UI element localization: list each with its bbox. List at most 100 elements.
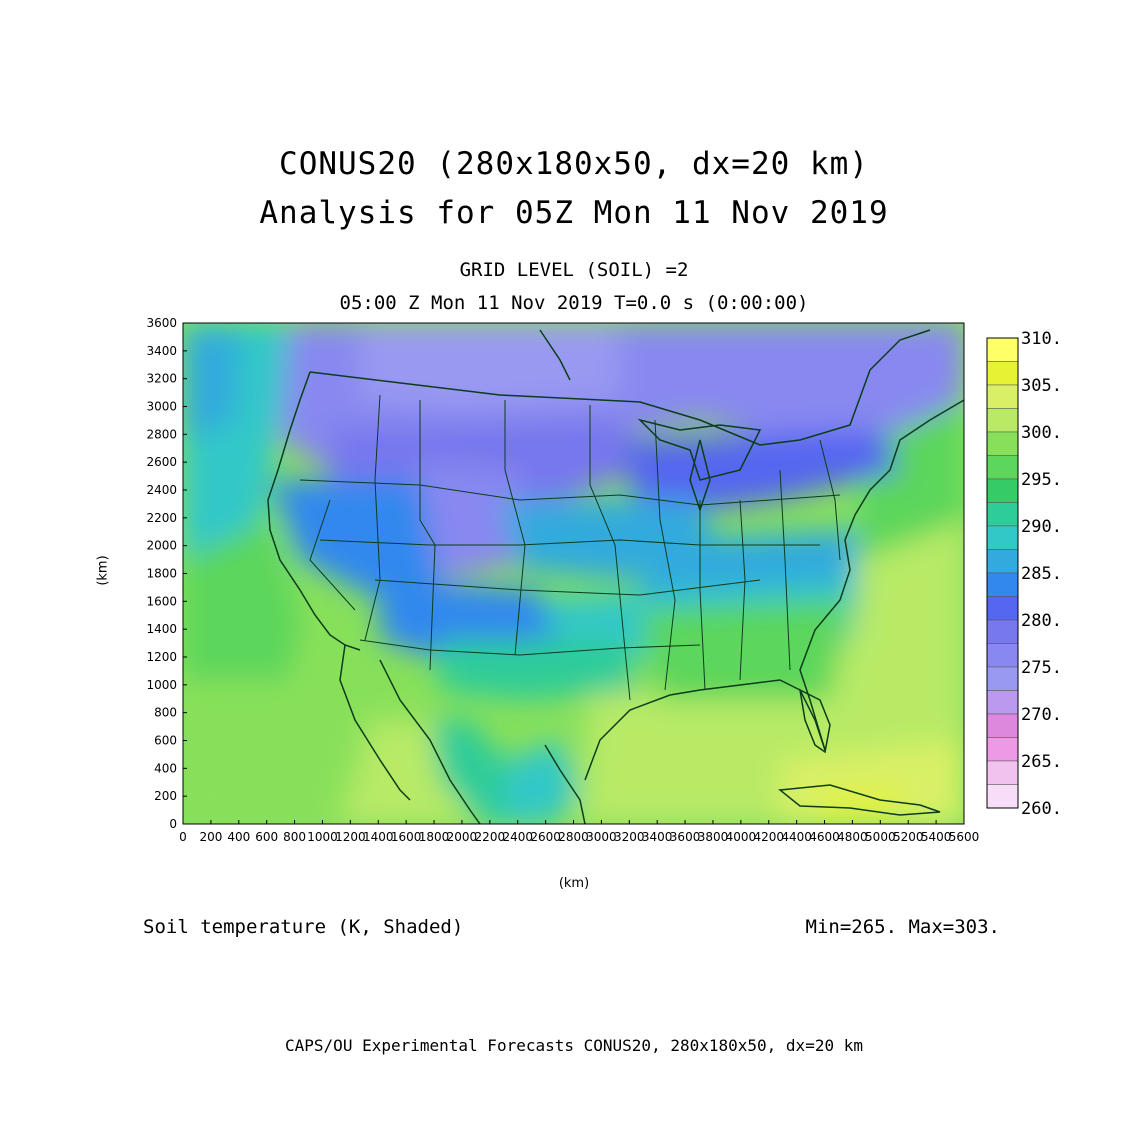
great-lakes: [637, 418, 762, 481]
east-coastline: [799, 399, 964, 751]
x-tick-label: 4000: [726, 830, 757, 844]
x-tick-label: 3600: [670, 830, 701, 844]
x-tick-label: 1200: [335, 830, 366, 844]
texas-gulf-coast: [584, 679, 826, 781]
y-tick-label: 1000: [146, 678, 177, 692]
colorbar-swatch: [986, 666, 1019, 691]
state-lines: [299, 394, 841, 701]
x-tick-label: 2400: [502, 830, 533, 844]
colorbar-label: 275.: [1021, 658, 1062, 678]
colorbar-label: 265.: [1021, 752, 1062, 772]
colorbar-swatch: [986, 737, 1019, 762]
colorbar-swatch: [986, 713, 1019, 738]
colorbar-swatch: [986, 502, 1019, 527]
us-canada-border: [309, 329, 931, 446]
colorbar-swatch: [986, 384, 1019, 409]
field-label: Soil temperature (K, Shaded): [143, 916, 464, 938]
colorbar-swatch: [986, 643, 1019, 668]
y-tick-label: 3200: [146, 372, 177, 386]
colorbar-swatch: [986, 760, 1019, 785]
x-tick-label: 3800: [698, 830, 729, 844]
x-tick-label: 1400: [363, 830, 394, 844]
colorbar-swatch: [986, 596, 1019, 621]
x-tick-label: 5600: [949, 830, 980, 844]
y-tick-label: 800: [154, 706, 177, 720]
colorbar-swatch: [986, 572, 1019, 597]
y-tick-label: 0: [169, 817, 177, 831]
x-axis-label: (km): [558, 876, 590, 891]
florida: [799, 688, 831, 754]
colorbar-label: 280.: [1021, 611, 1062, 631]
map-title-line1: CONUS20 (280x180x50, dx=20 km): [279, 146, 869, 182]
colorbar-swatch: [986, 690, 1019, 715]
y-tick-label: 600: [154, 734, 177, 748]
x-tick-label: 3000: [586, 830, 617, 844]
temperature-field: [183, 323, 964, 824]
x-tick-label: 5400: [921, 830, 952, 844]
x-tick-label: 4200: [753, 830, 784, 844]
colorbar-swatch: [986, 784, 1019, 809]
min-max-label: Min=265. Max=303.: [805, 916, 1000, 938]
x-tick-label: 4400: [781, 830, 812, 844]
grid-level-label: GRID LEVEL (SOIL) =2: [459, 259, 689, 281]
mexico-west-coast: [379, 659, 481, 824]
x-tick-label: 5200: [893, 830, 924, 844]
x-axis-ticks: 0 200 400 600 800 100012001400160018002000220…: [179, 820, 979, 844]
colorbar-swatch: [986, 337, 1019, 362]
x-tick-label: 600: [255, 830, 278, 844]
y-tick-label: 3400: [146, 344, 177, 358]
colorbar-swatch: [986, 431, 1019, 456]
colorbar-label: 260.: [1021, 799, 1062, 819]
baja-peninsula: [339, 644, 411, 801]
y-axis-label: (km): [95, 555, 111, 586]
map-title-line2: Analysis for 05Z Mon 11 Nov 2019: [259, 195, 889, 231]
colorbar-label: 285.: [1021, 564, 1062, 584]
y-tick-label: 200: [154, 789, 177, 803]
x-tick-label: 3400: [642, 830, 673, 844]
x-tick-label: 0: [179, 830, 187, 844]
x-tick-label: 2600: [530, 830, 561, 844]
x-tick-label: 1800: [419, 830, 450, 844]
y-tick-label: 1200: [146, 650, 177, 664]
x-tick-label: 400: [227, 830, 250, 844]
x-tick-label: 5000: [865, 830, 896, 844]
y-tick-label: 1800: [146, 567, 177, 581]
colorbar-swatch: [986, 619, 1019, 644]
y-tick-label: 1600: [146, 594, 177, 608]
colorbar-label: 300.: [1021, 423, 1062, 443]
colorbar: 310. 305. 300. 295. 290. 285. 280. 275. 270. 265.…: [986, 329, 1062, 819]
colorbar-swatch: [986, 478, 1019, 503]
x-tick-label: 1000: [307, 830, 338, 844]
y-tick-label: 2600: [146, 455, 177, 469]
cuba: [778, 784, 941, 816]
colorbar-label: 290.: [1021, 517, 1062, 537]
y-tick-label: 2800: [146, 427, 177, 441]
hudson-bay-edge: [539, 329, 571, 381]
y-tick-label: 2000: [146, 539, 177, 553]
colorbar-swatch: [986, 408, 1019, 433]
footer-credit: CAPS/OU Experimental Forecasts CONUS20, …: [285, 1036, 863, 1055]
colorbar-label: 295.: [1021, 470, 1062, 490]
colorbar-frame: [986, 337, 1019, 809]
valid-time-label: 05:00 Z Mon 11 Nov 2019 T=0.0 s (0:00:00…: [339, 292, 809, 314]
x-tick-label: 2000: [447, 830, 478, 844]
x-tick-label: 800: [283, 830, 306, 844]
gulf-coastline: [544, 744, 586, 824]
x-tick-label: 2800: [558, 830, 589, 844]
colorbar-label: 310.: [1021, 329, 1062, 349]
y-tick-label: 400: [154, 761, 177, 775]
x-tick-label: 4800: [837, 830, 868, 844]
y-tick-label: 2200: [146, 511, 177, 525]
y-axis-ticks: 0 200 400 600 800 1000 1200 1400 1600 1800 2000 220…: [146, 316, 187, 831]
colorbar-swatch: [986, 455, 1019, 480]
colorbar-label: 305.: [1021, 376, 1062, 396]
west-coastline: [267, 371, 361, 651]
y-tick-label: 3600: [146, 316, 177, 330]
y-tick-label: 3000: [146, 400, 177, 414]
colorbar-swatch: [986, 525, 1019, 550]
y-tick-label: 1400: [146, 622, 177, 636]
map-boundaries: [267, 329, 964, 824]
x-tick-label: 1600: [391, 830, 422, 844]
x-tick-label: 200: [199, 830, 222, 844]
